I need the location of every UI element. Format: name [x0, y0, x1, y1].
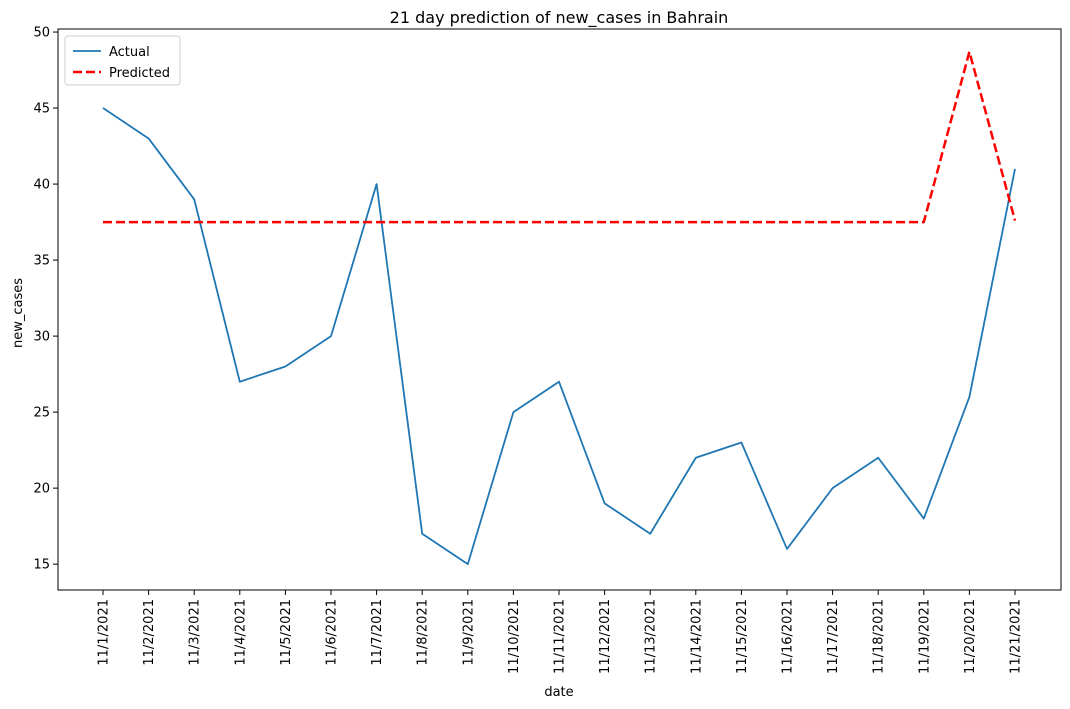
x-tick-label: 11/4/2021 [233, 599, 248, 666]
x-tick-label: 11/17/2021 [826, 599, 841, 674]
x-tick-label: 11/16/2021 [781, 599, 796, 674]
x-tick-label: 11/7/2021 [370, 599, 385, 666]
y-tick-label: 30 [33, 330, 50, 345]
x-tick-label: 11/15/2021 [735, 599, 750, 674]
x-tick-label: 11/13/2021 [644, 599, 659, 674]
legend-label-predicted: Predicted [109, 66, 170, 81]
x-tick-label: 11/2/2021 [142, 599, 157, 666]
y-tick-label: 15 [33, 558, 50, 573]
series-line-predicted [103, 50, 1017, 224]
x-tick-label: 11/20/2021 [963, 599, 978, 674]
y-tick-label: 40 [33, 178, 50, 193]
x-tick-label: 11/18/2021 [872, 599, 887, 674]
x-tick-label: 11/11/2021 [553, 599, 568, 674]
x-axis: 11/1/2021 11/2/2021 11/3/2021 11/4/2021 11/5… [97, 590, 1024, 674]
y-tick-label: 45 [33, 102, 50, 117]
x-tick-label: 11/3/2021 [188, 599, 203, 666]
x-tick-label: 11/12/2021 [598, 599, 613, 674]
y-tick-label: 50 [33, 26, 50, 41]
x-tick-label: 11/1/2021 [97, 599, 112, 666]
legend-label-actual: Actual [109, 45, 150, 60]
y-tick-label: 25 [33, 406, 50, 421]
x-tick-label: 11/14/2021 [689, 599, 704, 674]
x-tick-label: 11/8/2021 [416, 599, 431, 666]
x-axis-title: date [544, 685, 573, 700]
x-tick-label: 11/19/2021 [917, 599, 932, 674]
legend: Actual Predicted [64, 35, 181, 86]
y-tick-label: 35 [33, 254, 50, 269]
y-axis-title: new_cases [11, 278, 26, 348]
series-line-actual [102, 107, 1016, 566]
x-tick-label: 11/6/2021 [325, 599, 340, 666]
x-tick-label: 11/21/2021 [1009, 599, 1024, 674]
x-tick-label: 11/10/2021 [507, 599, 522, 674]
x-tick-label: 11/9/2021 [461, 599, 476, 666]
x-tick-label: 11/5/2021 [279, 599, 294, 666]
y-tick-label: 20 [33, 482, 50, 497]
y-axis: 15 20 25 30 35 40 45 50 [33, 26, 58, 573]
chart-title: 21 day prediction of new_cases in Bahrai… [390, 8, 729, 28]
